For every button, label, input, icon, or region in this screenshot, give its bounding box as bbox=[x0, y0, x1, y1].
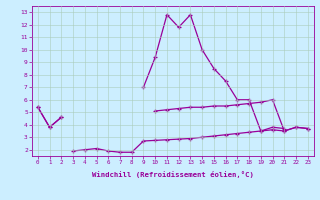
X-axis label: Windchill (Refroidissement éolien,°C): Windchill (Refroidissement éolien,°C) bbox=[92, 171, 254, 178]
